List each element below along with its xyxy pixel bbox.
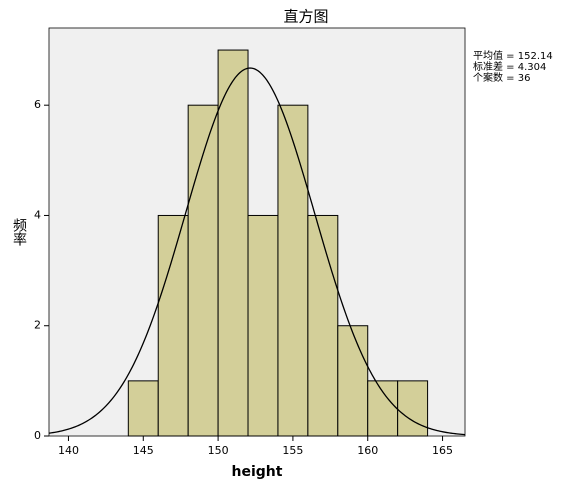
y-tick-label: 0: [34, 429, 41, 442]
bar: [157, 214, 189, 437]
y-axis-label: 频率: [11, 218, 27, 246]
y-tick-label: 6: [34, 98, 41, 111]
bar: [187, 104, 219, 437]
bar: [277, 104, 309, 437]
bar: [127, 380, 159, 437]
normal-curve: [48, 67, 466, 436]
y-tick-label: 4: [34, 208, 41, 221]
x-tick-label: 145: [133, 444, 154, 457]
stat-n: 个案数 = 36: [473, 71, 530, 84]
bar: [397, 380, 429, 437]
bar: [367, 380, 399, 437]
x-tick-label: 155: [282, 444, 303, 457]
x-tick-label: 150: [208, 444, 229, 457]
x-axis-label: height: [232, 464, 283, 480]
x-tick-label: 160: [357, 444, 378, 457]
plot-border: [48, 27, 466, 437]
bar: [217, 49, 249, 437]
bar: [307, 214, 339, 437]
chart-title: 直方图: [283, 8, 328, 26]
stat-mean: 平均值 = 152.14: [473, 49, 553, 62]
x-tick-label: 140: [58, 444, 79, 457]
bar: [337, 325, 369, 437]
bar: [247, 214, 279, 437]
x-tick-label: 165: [432, 444, 453, 457]
y-tick-label: 2: [34, 319, 41, 332]
stat-sd: 标准差 = 4.304: [473, 60, 546, 73]
